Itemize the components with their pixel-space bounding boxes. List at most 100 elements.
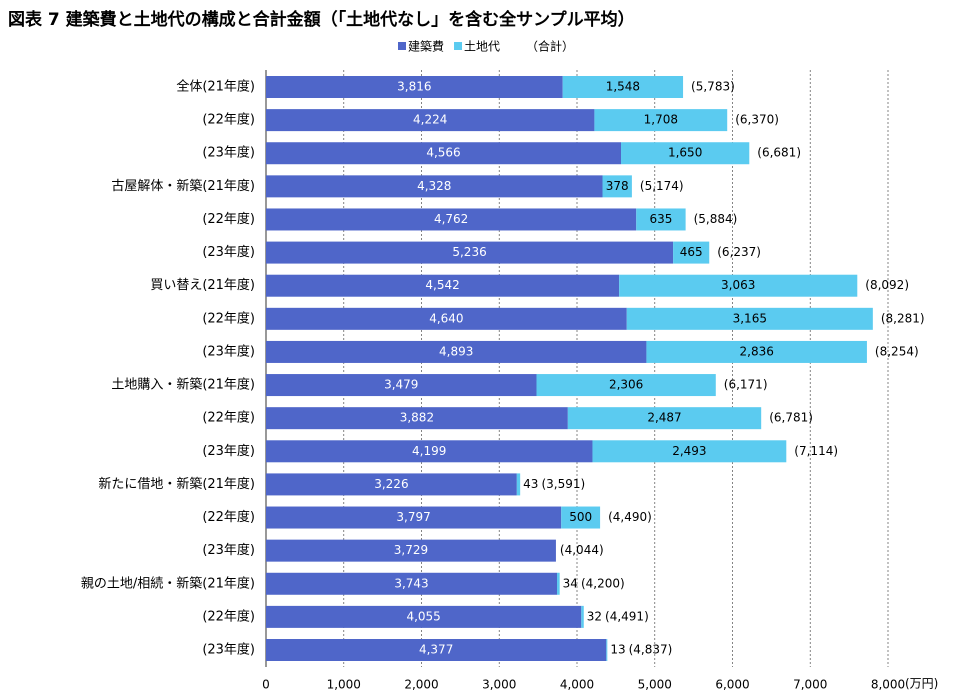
value-label: 3,743 <box>394 576 428 590</box>
category-label: 親の土地/相続・新築(21年度) <box>81 575 255 591</box>
value-label: 1,650 <box>668 146 702 160</box>
value-label: 4,224 <box>413 113 447 127</box>
total-label: (6,681) <box>757 146 801 160</box>
bar <box>266 473 517 496</box>
bar <box>266 142 622 165</box>
value-label: 43 <box>523 477 538 491</box>
value-label: 3,479 <box>384 378 418 392</box>
bar <box>581 605 584 628</box>
value-label: 3,882 <box>400 411 434 425</box>
total-label: (4,837) <box>629 643 673 657</box>
category-label: (23年度) <box>202 145 255 161</box>
category-label: (22年度) <box>202 410 255 426</box>
bar <box>266 175 603 198</box>
value-label: 13 <box>610 643 625 657</box>
chart-title: 図表 7 建築費と土地代の構成と合計金額（「土地代なし」を含む全サンプル平均） <box>8 9 635 30</box>
bar <box>626 307 873 330</box>
total-label: (8,254) <box>875 344 919 358</box>
category-label: 新たに借地・新築(21年度) <box>98 476 255 492</box>
value-label: 378 <box>606 179 629 193</box>
category-label: (22年度) <box>202 509 255 525</box>
bar <box>562 76 684 98</box>
category-label: (23年度) <box>202 642 255 658</box>
legend-label: （合計） <box>526 39 574 54</box>
total-label: (8,092) <box>865 278 909 292</box>
bar <box>594 109 728 132</box>
value-label: 2,836 <box>740 344 774 358</box>
bar <box>619 274 858 297</box>
total-label: (4,490) <box>608 510 652 524</box>
bar <box>266 572 558 595</box>
total-label: (5,174) <box>640 179 684 193</box>
category-label: 全体(21年度) <box>176 79 255 95</box>
value-label: 3,729 <box>394 543 428 557</box>
bar <box>266 407 568 430</box>
bar <box>536 374 716 397</box>
bar <box>602 175 632 198</box>
bar <box>266 506 562 529</box>
category-label: (23年度) <box>202 542 255 558</box>
category-label: (22年度) <box>202 310 255 326</box>
value-label: 4,762 <box>434 212 468 226</box>
bar <box>557 572 560 595</box>
bar <box>621 142 750 165</box>
bar <box>266 109 595 132</box>
value-label: 2,493 <box>672 444 706 458</box>
value-label: 465 <box>680 245 703 259</box>
x-tick-label: 0 <box>262 678 270 692</box>
bar <box>561 506 601 529</box>
value-label: 3,165 <box>733 311 767 325</box>
value-label: 4,199 <box>412 444 446 458</box>
value-label: 4,893 <box>439 344 473 358</box>
category-label: (23年度) <box>202 443 255 459</box>
value-label: 34 <box>563 576 578 590</box>
value-label: 4,377 <box>419 643 453 657</box>
x-tick-label: 5,000 <box>638 678 672 692</box>
total-label: (4,200) <box>581 576 625 590</box>
total-label: (6,370) <box>735 113 779 127</box>
value-label: 5,236 <box>452 245 486 259</box>
legend-label: 土地代 <box>464 40 500 54</box>
bar <box>266 340 647 363</box>
total-label: (5,783) <box>691 80 735 94</box>
category-label: (23年度) <box>202 244 255 260</box>
value-label: 4,640 <box>429 311 463 325</box>
value-label: 1,548 <box>606 80 640 94</box>
x-tick-label: 6,000 <box>715 678 749 692</box>
total-label: (8,281) <box>881 311 925 325</box>
value-label: 3,226 <box>374 477 408 491</box>
value-label: 1,708 <box>644 113 678 127</box>
value-label: 4,566 <box>426 146 460 160</box>
x-tick-label: 8,000 <box>871 678 905 692</box>
bar <box>516 473 521 496</box>
bar <box>266 307 627 330</box>
category-label: 古屋解体・新築(21年度) <box>111 178 255 194</box>
bar <box>266 639 607 661</box>
x-tick-label: 2,000 <box>404 678 438 692</box>
value-label: 500 <box>569 510 592 524</box>
bar <box>266 241 674 264</box>
legend-swatch <box>454 42 463 50</box>
x-tick-label: 1,000 <box>327 678 361 692</box>
legend-swatch <box>398 42 406 50</box>
total-label: (3,591) <box>541 477 585 491</box>
category-label: (22年度) <box>202 608 255 624</box>
bar <box>266 605 582 628</box>
bar <box>266 374 537 397</box>
value-label: 2,306 <box>609 378 643 392</box>
bar <box>266 539 556 562</box>
value-label: 3,063 <box>721 278 755 292</box>
bar <box>266 76 563 98</box>
total-label: (7,114) <box>794 444 838 458</box>
x-tick-label: 3,000 <box>482 678 516 692</box>
total-label: (6,781) <box>769 411 813 425</box>
category-label: (22年度) <box>202 211 255 227</box>
total-label: (6,171) <box>724 378 768 392</box>
value-label: 3,816 <box>397 80 431 94</box>
axis-unit: (万円) <box>905 677 938 691</box>
value-label: 2,487 <box>647 411 681 425</box>
total-label: (6,237) <box>717 245 761 259</box>
value-label: 32 <box>587 609 602 623</box>
x-tick-label: 7,000 <box>793 678 827 692</box>
